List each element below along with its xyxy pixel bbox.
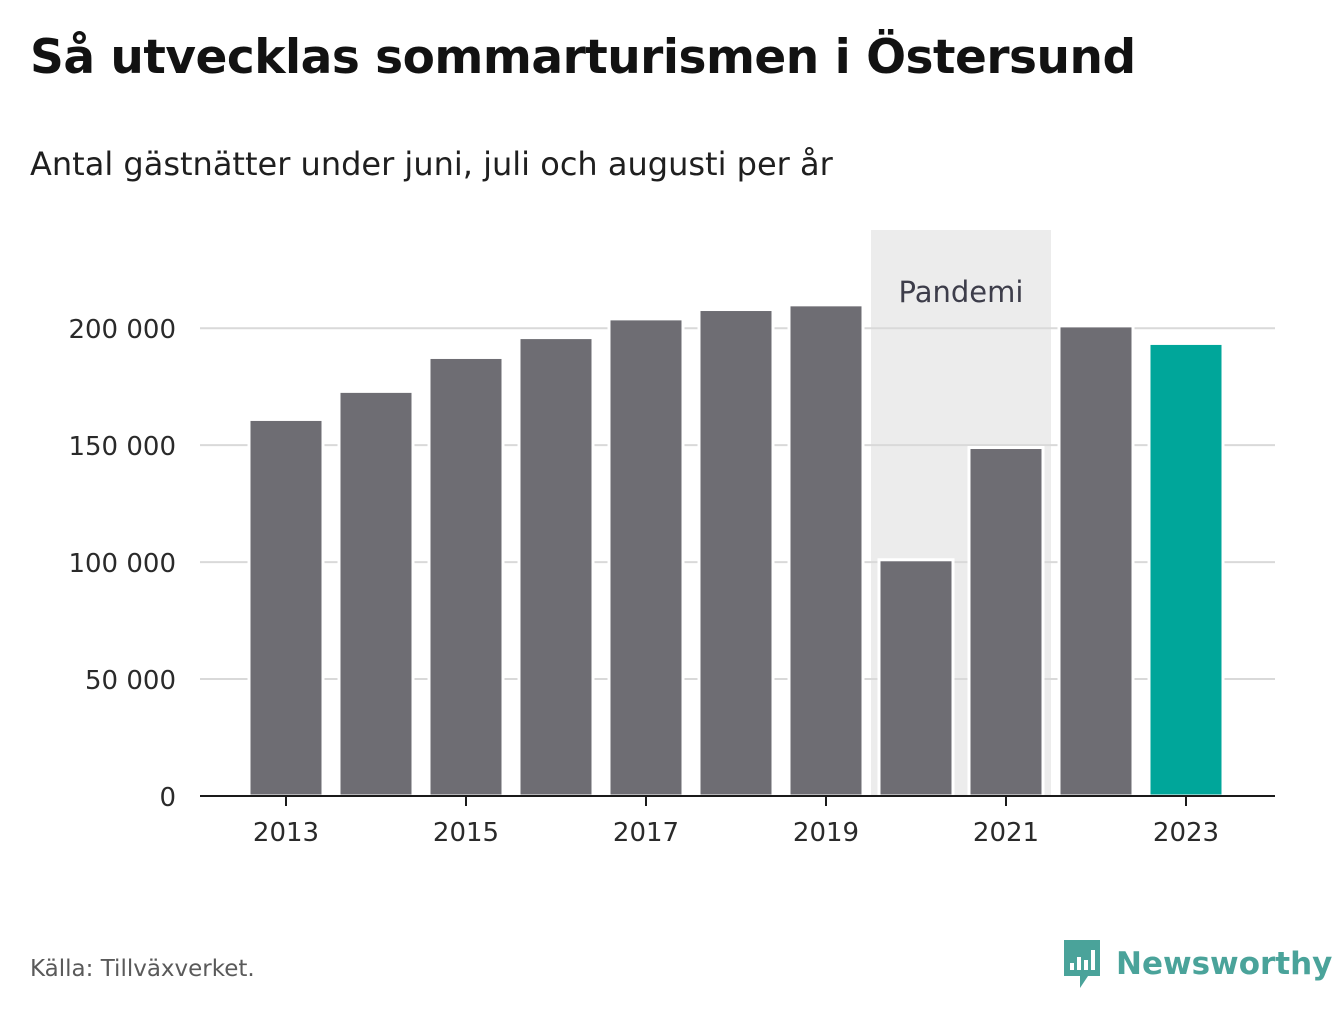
bar-2020 xyxy=(877,558,955,798)
bar-2017 xyxy=(607,317,685,798)
bar-2021 xyxy=(967,446,1045,798)
y-tick-label: 100 000 xyxy=(68,549,176,579)
y-tick-label: 0 xyxy=(159,783,176,813)
x-tick-label: 2017 xyxy=(613,818,679,848)
bar-2022 xyxy=(1057,324,1135,798)
y-tick-label: 150 000 xyxy=(68,432,176,462)
bar-2019 xyxy=(787,303,865,798)
source-note: Källa: Tillväxverket. xyxy=(30,956,255,982)
bar-2016 xyxy=(517,336,595,798)
x-tick-label: 2021 xyxy=(973,818,1039,848)
bar-2013 xyxy=(247,417,325,798)
bar-2023 xyxy=(1147,341,1225,798)
x-tick-label: 2019 xyxy=(793,818,859,848)
brand: Newsworthy xyxy=(1062,938,1332,990)
chart-title: Så utvecklas sommarturismen i Östersund xyxy=(30,30,1136,85)
bar-2014 xyxy=(337,389,415,798)
x-tick-label: 2015 xyxy=(433,818,499,848)
pandemic-label: Pandemi xyxy=(899,275,1024,309)
brand-name: Newsworthy xyxy=(1116,946,1333,982)
x-tick-label: 2023 xyxy=(1153,818,1219,848)
newsworthy-logo-icon xyxy=(1064,940,1100,988)
bar-2018 xyxy=(697,308,775,798)
y-tick-label: 200 000 xyxy=(68,315,176,345)
y-tick-label: 50 000 xyxy=(85,666,176,696)
x-tick-label: 2013 xyxy=(253,818,319,848)
bar-2015 xyxy=(427,355,505,798)
chart-subtitle: Antal gästnätter under juni, juli och au… xyxy=(30,145,833,183)
